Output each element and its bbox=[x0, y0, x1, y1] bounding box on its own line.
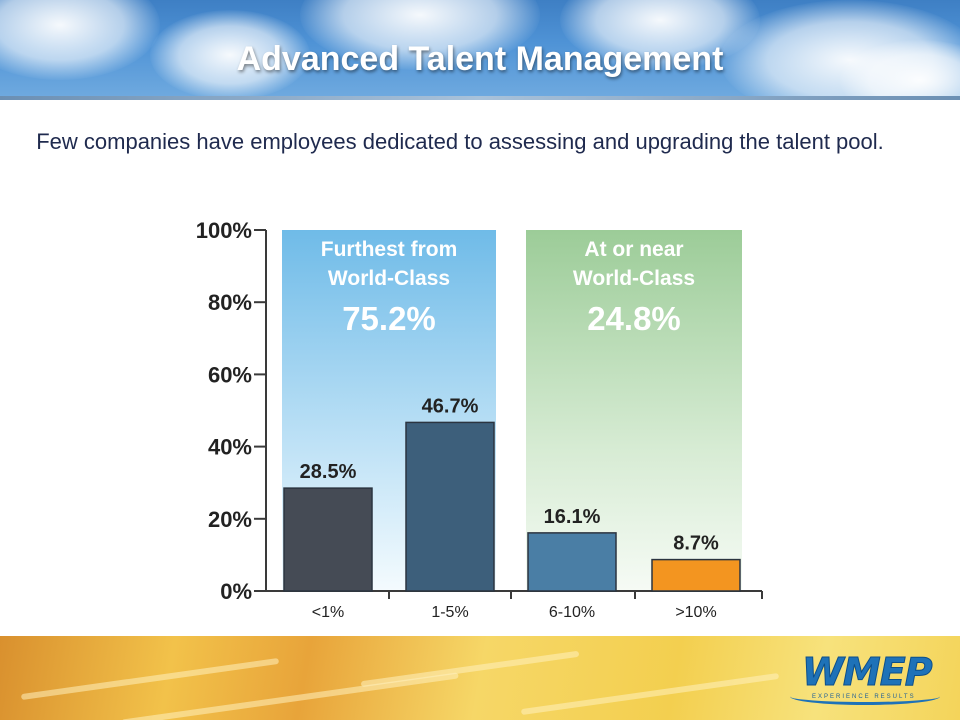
y-tick-label: 40% bbox=[208, 435, 252, 460]
bar-4 bbox=[651, 558, 741, 592]
group-total-label: 75.2% bbox=[342, 300, 436, 337]
group-label-line2: World-Class bbox=[328, 267, 450, 290]
bar-value-label: 46.7% bbox=[422, 395, 479, 417]
group-label-line1: Furthest from bbox=[321, 238, 458, 261]
bar-chart: 0% 20% 40% 60% 80% 100% Furthest from World-Cl… bbox=[196, 218, 763, 621]
category-label: 6-10% bbox=[549, 604, 595, 621]
bar-1 bbox=[283, 487, 373, 592]
category-label: <1% bbox=[312, 604, 344, 621]
y-tick-label: 100% bbox=[196, 218, 252, 243]
group-panel-2 bbox=[526, 230, 742, 591]
header-banner: Advanced Talent Management bbox=[0, 0, 960, 96]
logo-tagline: EXPERIENCE RESULTS bbox=[812, 694, 916, 700]
bar-value-label: 8.7% bbox=[673, 533, 719, 555]
y-tick-label: 80% bbox=[208, 290, 252, 315]
wmep-logo: WMEP EXPERIENCE RESULTS bbox=[790, 648, 950, 708]
y-tick-label: 20% bbox=[208, 507, 252, 532]
bar-2 bbox=[405, 421, 495, 592]
category-label: >10% bbox=[675, 604, 716, 621]
slide-subtitle: Few companies have employees dedicated t… bbox=[36, 129, 884, 154]
footer-banner bbox=[0, 636, 960, 720]
logo-swoosh-icon bbox=[790, 688, 940, 705]
group-total-label: 24.8% bbox=[587, 300, 681, 337]
group-label-line2: World-Class bbox=[573, 267, 695, 290]
y-tick-label: 0% bbox=[220, 579, 252, 604]
header-divider bbox=[0, 96, 960, 100]
page-title: Advanced Talent Management bbox=[236, 40, 724, 78]
category-label: 1-5% bbox=[431, 604, 468, 621]
group-label-line1: At or near bbox=[584, 238, 683, 261]
y-tick-label: 60% bbox=[208, 362, 252, 387]
logo-wordmark: WMEP bbox=[802, 650, 934, 695]
bar-value-label: 16.1% bbox=[544, 506, 601, 528]
bar-3 bbox=[527, 532, 617, 592]
bar-value-label: 28.5% bbox=[300, 461, 357, 483]
